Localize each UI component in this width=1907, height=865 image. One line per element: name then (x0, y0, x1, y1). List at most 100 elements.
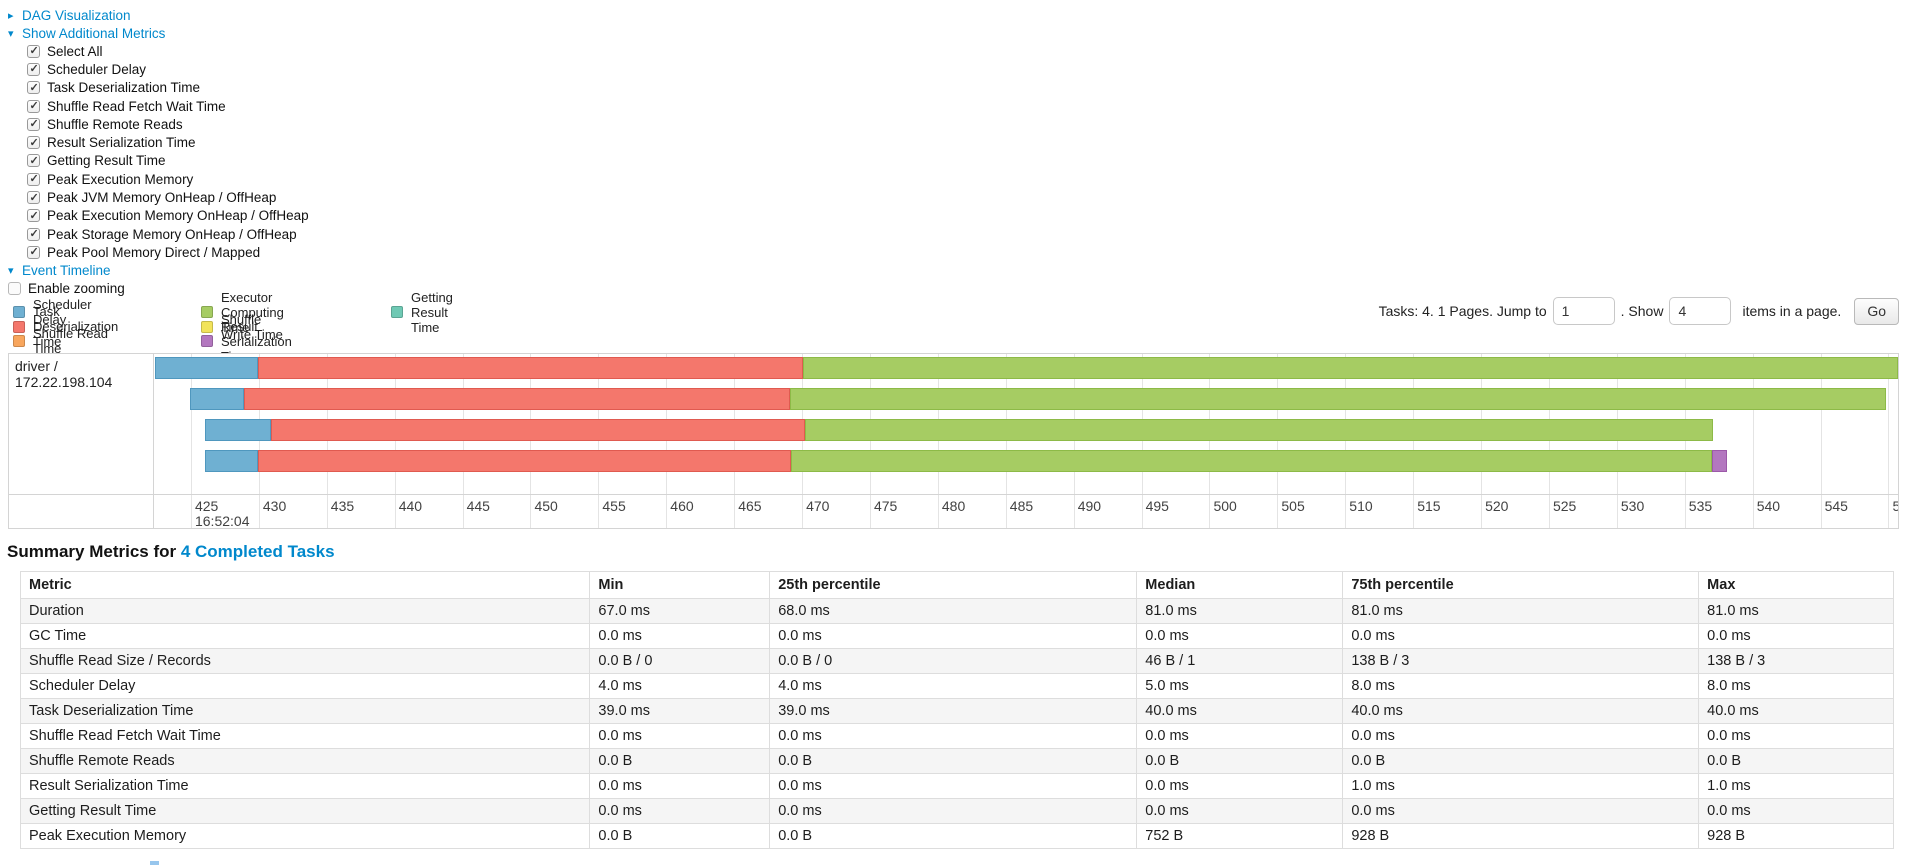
axis-gridline (1548, 354, 1550, 528)
axis-tick-label: 515 (1417, 498, 1441, 514)
checkbox-checked-icon[interactable] (27, 81, 40, 95)
table-cell: 1.0 ms (1698, 773, 1894, 799)
axis-tick-label: 475 (873, 498, 898, 514)
table-cell: 40.0 ms (1698, 698, 1894, 724)
axis-gridline (530, 354, 532, 528)
axis-gridline (598, 354, 600, 528)
metric-checkbox[interactable]: Peak Storage Memory OnHeap / OffHeap (27, 225, 309, 243)
axis-tick-label: 510 (1349, 498, 1373, 514)
shuffle-write-swatch-icon (201, 320, 213, 333)
timeline-segment-task-deserialization[interactable] (243, 388, 790, 410)
table-cell: 0.0 ms (1698, 723, 1894, 749)
timeline-segment-task-deserialization[interactable] (257, 450, 792, 472)
pagination-summary-text: Tasks: 4. 1 Pages. Jump to (1378, 303, 1547, 319)
timeline-segment-scheduler-delay[interactable] (189, 388, 244, 410)
metric-checkbox[interactable]: Scheduler Delay (27, 60, 309, 78)
axis-gridline (1616, 354, 1618, 528)
metric-checkbox-label: Getting Result Time (47, 153, 166, 169)
pagination-mid-text: . Show (1620, 303, 1664, 319)
table-cell: 0.0 ms (1698, 623, 1894, 649)
timeline-segment-task-deserialization[interactable] (257, 357, 804, 379)
axis-tick-label: 495 (1145, 498, 1169, 514)
table-cell: 0.0 ms (589, 623, 771, 649)
result-serialization-swatch-icon (201, 335, 213, 348)
table-cell: Scheduler Delay (19, 673, 591, 699)
dag-visualization-toggle[interactable]: ▸ DAG Visualization (8, 6, 309, 24)
checkbox-checked-icon[interactable] (27, 154, 40, 168)
checkbox-checked-icon[interactable] (27, 62, 40, 76)
timeline-segment-scheduler-delay[interactable] (155, 357, 258, 379)
table-cell: 40.0 ms (1342, 698, 1700, 724)
timeline-segment-executor-computing[interactable] (791, 450, 1712, 472)
go-button[interactable]: Go (1854, 297, 1899, 325)
metric-checkbox[interactable]: Peak Execution Memory (27, 170, 309, 188)
axis-gridline (1752, 354, 1754, 528)
metric-checkbox[interactable]: Task Deserialization Time (27, 79, 309, 97)
table-cell: Shuffle Remote Reads (19, 748, 591, 774)
table-cell: 0.0 ms (1136, 623, 1344, 649)
table-cell: 4.0 ms (769, 673, 1138, 699)
table-header-row: Metric Min 25th percentile Median 75th perce… (19, 571, 1894, 599)
axis-major-time-label: 16:52:04 (194, 513, 250, 529)
metric-checkbox[interactable]: Peak JVM Memory OnHeap / OffHeap (27, 188, 309, 206)
table-cell: Getting Result Time (19, 798, 591, 824)
stage-controls: ▸ DAG Visualization ▾ Show Additional Me… (8, 6, 309, 298)
legend-label: Task Deserialization Time (33, 304, 119, 350)
jump-to-page-input[interactable] (1552, 297, 1615, 325)
timeline-segment-task-deserialization[interactable] (271, 419, 805, 441)
column-header: Max (1698, 571, 1894, 599)
table-cell: 0.0 ms (589, 798, 771, 824)
checkbox-checked-icon[interactable] (27, 117, 40, 131)
timeline-segment-executor-computing[interactable] (803, 357, 1898, 379)
legend-item: Task Deserialization Time (13, 304, 118, 349)
column-header: 75th percentile (1342, 571, 1700, 599)
metric-checkbox[interactable]: Getting Result Time (27, 152, 309, 170)
metric-checkbox[interactable]: Result Serialization Time (27, 133, 309, 151)
metric-checkbox[interactable]: Shuffle Read Fetch Wait Time (27, 97, 309, 115)
table-cell: 81.0 ms (1698, 598, 1894, 624)
column-header: Median (1136, 571, 1344, 599)
axis-gridline (462, 354, 464, 528)
metric-checkbox[interactable]: Shuffle Remote Reads (27, 115, 309, 133)
column-header: Metric (19, 571, 591, 599)
timeline-segment-scheduler-delay[interactable] (204, 419, 272, 441)
legend-item: Result Serialization Time (201, 319, 292, 364)
axis-tick-label: 425 (194, 498, 219, 514)
enable-zooming-checkbox[interactable]: Enable zooming (8, 280, 309, 298)
checkbox-checked-icon[interactable] (27, 209, 40, 223)
cutoff-element (150, 861, 159, 865)
metric-checkbox-label: Task Deserialization Time (47, 80, 201, 96)
show-additional-metrics-toggle[interactable]: ▾ Show Additional Metrics (8, 24, 309, 42)
checkbox-checked-icon[interactable] (27, 99, 40, 113)
checkbox-checked-icon[interactable] (27, 227, 40, 241)
metric-checkbox[interactable]: Peak Execution Memory OnHeap / OffHeap (27, 207, 309, 225)
timeline-segment-executor-computing[interactable] (789, 388, 1886, 410)
table-cell: Shuffle Read Fetch Wait Time (19, 723, 591, 749)
axis-tick-label: 465 (738, 498, 762, 514)
table-cell: GC Time (19, 623, 591, 649)
checkbox-checked-icon[interactable] (27, 245, 40, 259)
timeline-segment-executor-computing[interactable] (804, 419, 1714, 441)
items-per-page-input[interactable] (1669, 297, 1732, 325)
checkbox-checked-icon[interactable] (27, 44, 40, 58)
checkbox-checked-icon[interactable] (27, 172, 40, 186)
event-timeline-toggle[interactable]: ▾ Event Timeline (8, 262, 309, 280)
timeline-plot-area[interactable]: 425 430 435 440 445 450 455 460 465 470 475 480 485 4… (155, 354, 1898, 528)
metric-checkbox[interactable]: Peak Pool Memory Direct / Mapped (27, 243, 309, 261)
checkbox-checked-icon[interactable] (27, 136, 40, 150)
axis-tick-label: 480 (941, 498, 966, 514)
axis-separator-line (9, 494, 1898, 495)
timeline-segment-result-serialization[interactable] (1711, 450, 1727, 472)
metric-checkbox[interactable]: Select All (27, 42, 309, 60)
checkbox-unchecked-icon[interactable] (8, 282, 21, 296)
checkbox-checked-icon[interactable] (27, 191, 40, 205)
axis-tick-label: 490 (1077, 498, 1102, 514)
axis-gridline (1141, 354, 1143, 528)
legend-item: Getting Result Time (391, 290, 453, 335)
timeline-segment-scheduler-delay[interactable] (204, 450, 258, 472)
dag-visualization-label: DAG Visualization (22, 7, 131, 23)
completed-tasks-link[interactable]: 4 Completed Tasks (180, 542, 335, 561)
legend-item: Shuffle Read Time (13, 326, 118, 356)
legend-column: Scheduler Delay Task Deserialization Time… (13, 297, 118, 356)
